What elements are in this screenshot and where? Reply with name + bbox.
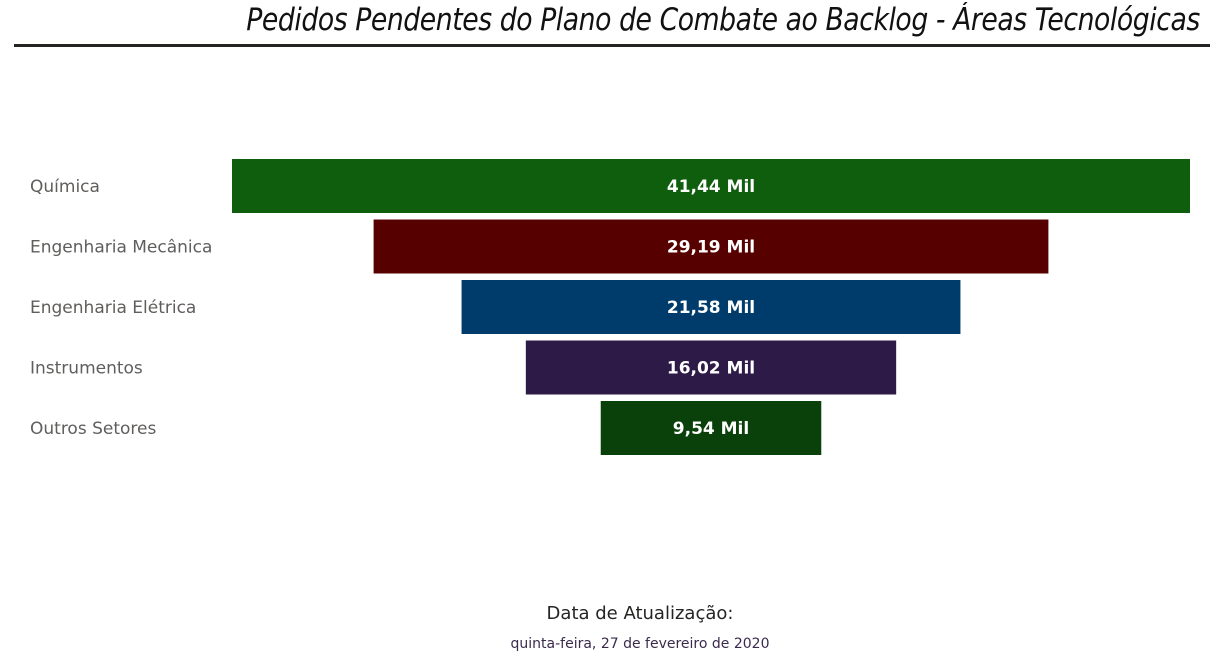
update-date: quinta-feira, 27 de fevereiro de 2020: [0, 636, 1216, 652]
category-label: Engenharia Mecânica: [30, 238, 212, 258]
data-label: 9,54 Mil: [673, 419, 749, 439]
data-label: 29,19 Mil: [667, 238, 755, 258]
category-label: Outros Setores: [30, 419, 156, 439]
data-label: 21,58 Mil: [667, 298, 755, 318]
category-label: Engenharia Elétrica: [30, 298, 196, 318]
data-label: 16,02 Mil: [667, 359, 755, 379]
funnel-chart: 41,44 Mil Química 29,19 Mil Engenharia Mecâ…: [0, 0, 1216, 658]
data-label: 41,44 Mil: [667, 177, 755, 197]
update-label: Data de Atualização:: [0, 603, 1216, 624]
category-label: Instrumentos: [30, 359, 143, 379]
category-label: Química: [30, 177, 100, 197]
